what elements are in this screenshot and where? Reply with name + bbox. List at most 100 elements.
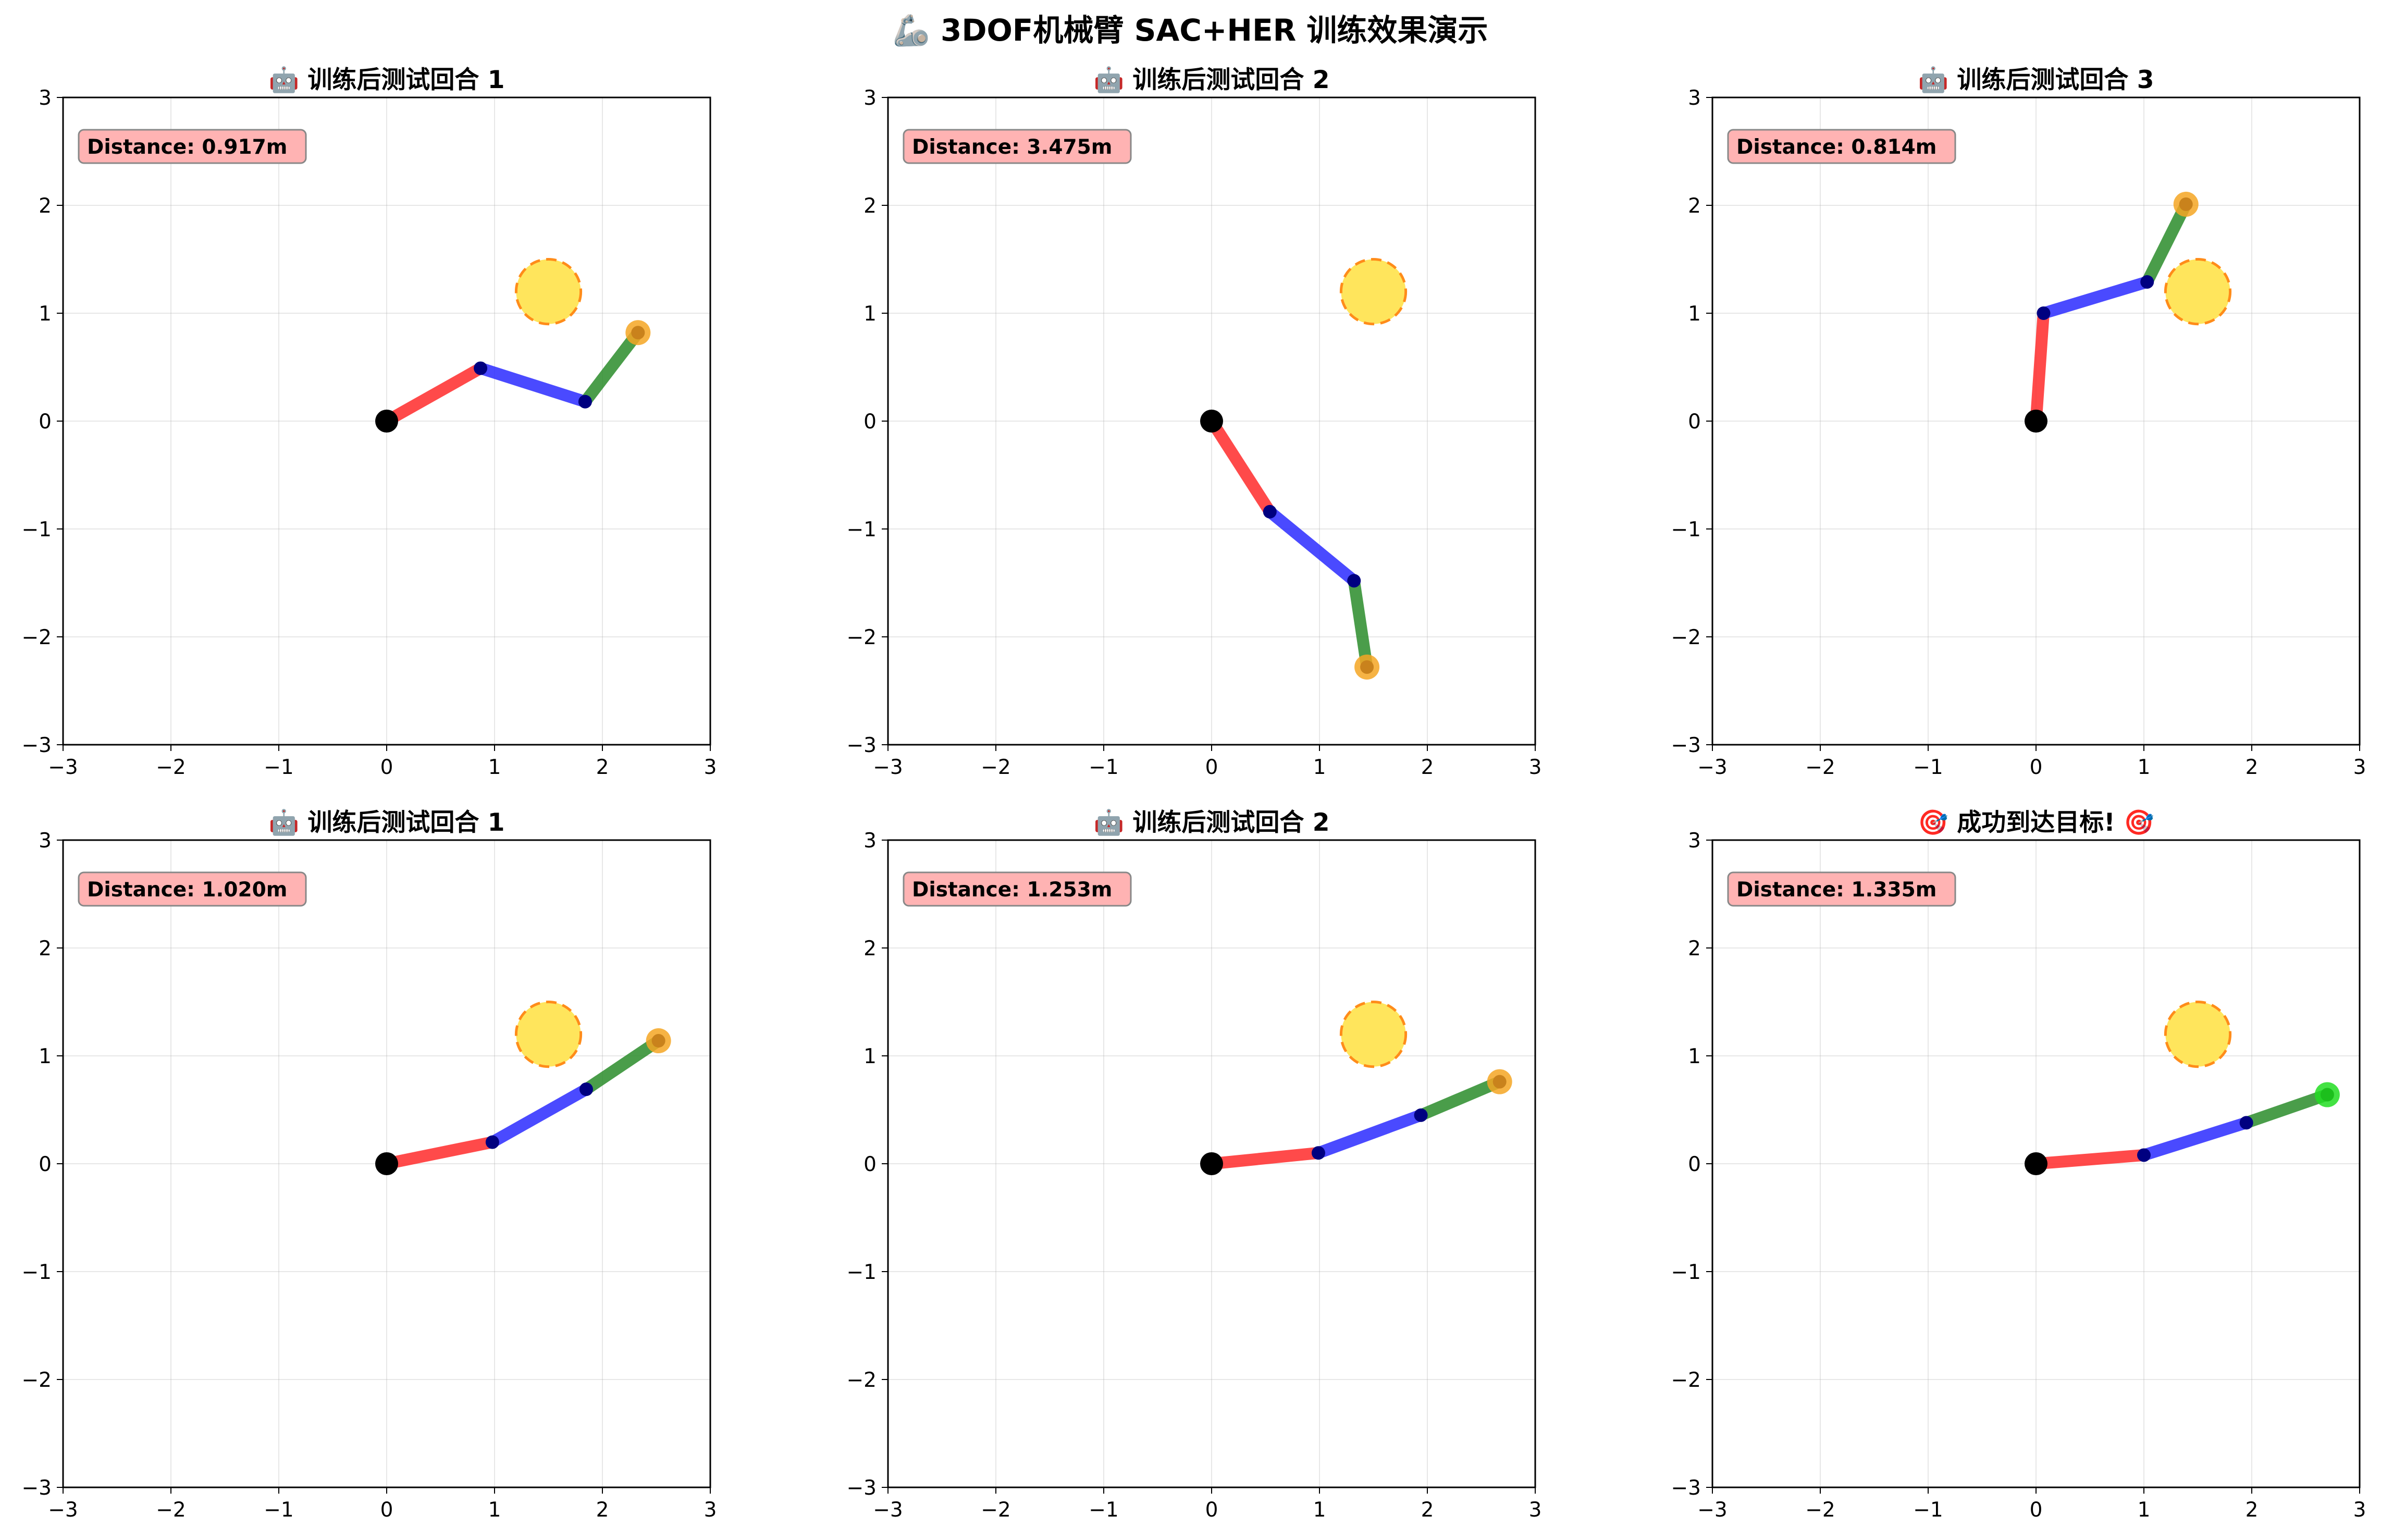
x-tick-label: −1: [1089, 756, 1119, 779]
distance-label: Distance: 0.917m: [87, 135, 287, 159]
x-tick-label: 0: [1205, 1498, 1218, 1522]
x-tick-label: −1: [1089, 1498, 1119, 1522]
upper-arm-link: [1206, 417, 1275, 515]
x-tick-label: −1: [1913, 756, 1943, 779]
end-effector-core: [2179, 197, 2193, 211]
joint-point: [1414, 1108, 1428, 1122]
upper-arm-link: [2030, 313, 2050, 422]
y-tick-label: −3: [22, 1476, 52, 1500]
figure-title: 🦾 3DOF机械臂 SAC+HER 训练效果演示: [893, 13, 1488, 48]
y-tick-label: −1: [847, 518, 877, 541]
axes-frame: [62, 839, 711, 1488]
x-tick-label: −3: [873, 756, 903, 779]
wrist-link: [2244, 1089, 2329, 1129]
y-tick-label: 2: [863, 194, 877, 218]
x-tick-label: 2: [2246, 1498, 2259, 1522]
y-tick-label: −3: [1671, 734, 1701, 757]
y-tick-label: 0: [1688, 410, 1701, 434]
y-tick-label: −3: [847, 1476, 877, 1500]
base-joint: [1200, 1152, 1223, 1175]
forearm-link: [1316, 1110, 1423, 1159]
x-tick-label: −3: [48, 756, 78, 779]
subplot-1: 🤖 训练后测试回合 1 −3 −2 −1 0 1 2 3 −3 −2 −1 0 1 2 3 Distance:…: [22, 66, 717, 779]
y-tick-label: −2: [22, 626, 52, 649]
end-effector-core: [2320, 1088, 2334, 1102]
distance-label: Distance: 1.335m: [1736, 878, 1936, 902]
joint-point: [485, 1135, 499, 1149]
y-tick-label: 3: [39, 829, 52, 853]
base-joint: [1200, 410, 1223, 433]
joint-point: [1347, 574, 1361, 588]
x-tick-label: 1: [2138, 756, 2151, 779]
wrist-link: [583, 1036, 662, 1094]
joint-point: [2239, 1116, 2253, 1130]
axes-frame: [1711, 839, 2361, 1488]
axes-frame: [1711, 96, 2361, 746]
x-tick-label: −3: [1697, 756, 1728, 779]
forearm-link: [1266, 507, 1358, 586]
y-tick-label: −3: [1671, 1476, 1701, 1500]
upper-arm-link: [385, 1136, 494, 1170]
forearm-link: [489, 1084, 589, 1148]
upper-arm-link: [2035, 1149, 2144, 1170]
x-tick-label: −2: [981, 756, 1011, 779]
joint-point: [1311, 1146, 1325, 1160]
x-tick-label: 0: [1205, 756, 1218, 779]
y-tick-label: 1: [863, 1045, 877, 1068]
y-tick-label: −2: [22, 1369, 52, 1392]
y-tick-label: −1: [1671, 1261, 1701, 1284]
target-circle: [2164, 1001, 2232, 1068]
y-tick-label: 0: [1688, 1153, 1701, 1176]
subplot-title: 🤖 训练后测试回合 2: [1094, 808, 1330, 837]
joint-point: [579, 1082, 593, 1097]
x-tick-label: 3: [2353, 1498, 2366, 1522]
upper-arm-link: [384, 363, 484, 427]
y-tick-label: −3: [22, 734, 52, 757]
axes-frame: [62, 96, 711, 746]
y-tick-label: 2: [39, 937, 52, 960]
x-tick-label: 3: [704, 1498, 717, 1522]
x-tick-label: −2: [1805, 1498, 1835, 1522]
subplot-title: 🤖 训练后测试回合 3: [1918, 66, 2154, 94]
x-tick-label: 3: [1529, 756, 1542, 779]
y-tick-label: 2: [863, 937, 877, 960]
x-tick-label: 2: [596, 756, 609, 779]
target-circle: [514, 257, 583, 326]
y-tick-label: 3: [1688, 829, 1701, 853]
wrist-link: [1348, 580, 1373, 668]
base-joint: [2025, 1152, 2047, 1175]
x-tick-label: 0: [380, 756, 393, 779]
subplot-5: 🤖 训练后测试回合 2 −3 −2 −1 0 1 2 3 −3 −2 −1 0 1 2 3 Distance:…: [847, 808, 1542, 1522]
distance-badge: [78, 129, 307, 164]
joint-point: [1263, 504, 1277, 519]
x-tick-label: 2: [1421, 1498, 1434, 1522]
end-effector-core: [1360, 660, 1374, 674]
subplot-title: 🤖 训练后测试回合 2: [1094, 66, 1330, 94]
wrist-link: [580, 329, 643, 405]
end-effector-core: [631, 326, 645, 340]
subplot-grid: 🤖 训练后测试回合 1 −3 −2 −1 0 1 2 3 −3 −2 −1 0 1 2 3 Distance:…: [22, 66, 2366, 1522]
target-circle: [2164, 257, 2232, 326]
x-tick-label: −3: [1697, 1498, 1728, 1522]
x-tick-label: −3: [873, 1498, 903, 1522]
subplot-3: 🤖 训练后测试回合 3 −3 −2 −1 0 1 2 3 −3 −2 −1 0 1 2 3 Distance:…: [1671, 66, 2366, 779]
x-tick-label: −2: [1805, 756, 1835, 779]
end-effector-core: [651, 1034, 665, 1048]
distance-badge: [903, 871, 1132, 907]
y-tick-label: 1: [39, 1045, 52, 1068]
distance-label: Distance: 0.814m: [1736, 135, 1936, 159]
subplot-title: 🤖 训练后测试回合 1: [269, 66, 505, 94]
y-tick-label: 0: [39, 410, 52, 434]
x-tick-label: 1: [488, 1498, 501, 1522]
y-tick-label: −2: [1671, 1369, 1701, 1392]
distance-label: Distance: 3.475m: [912, 135, 1112, 159]
subplot-title: 🤖 训练后测试回合 1: [269, 808, 505, 837]
y-tick-label: 2: [1688, 937, 1701, 960]
distance-badge: [1727, 129, 1956, 164]
y-tick-label: 3: [39, 87, 52, 110]
y-tick-label: 3: [863, 87, 877, 110]
subplot-4: 🤖 训练后测试回合 1 −3 −2 −1 0 1 2 3 −3 −2 −1 0 1 2 3 Distance:…: [22, 808, 717, 1522]
distance-label: Distance: 1.020m: [87, 878, 287, 902]
distance-badge: [903, 129, 1132, 164]
